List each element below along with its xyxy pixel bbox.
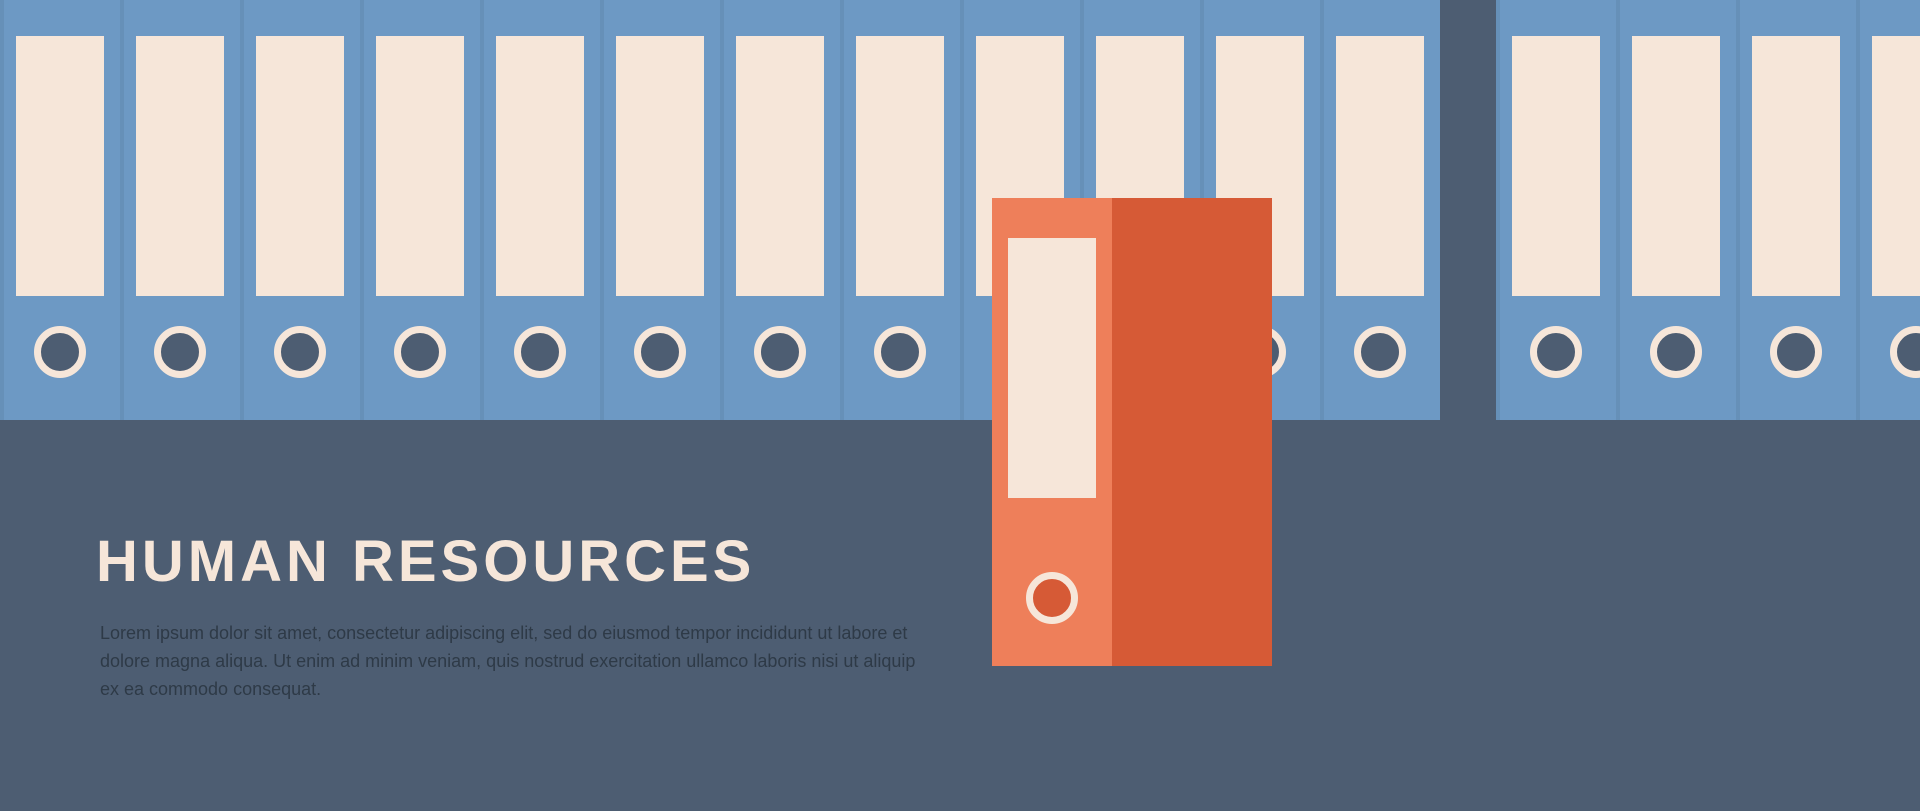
binder-shelf — [0, 0, 1920, 420]
binder-ring-icon — [154, 326, 206, 378]
binder — [480, 0, 600, 420]
binder — [240, 0, 360, 420]
binder — [1496, 0, 1616, 420]
pulled-folder-back — [1112, 198, 1272, 666]
binder-label — [136, 36, 224, 296]
page-title: HUMAN RESOURCES — [96, 528, 755, 595]
binder — [1616, 0, 1736, 420]
binder — [600, 0, 720, 420]
shelf-gap — [1440, 0, 1496, 420]
binder-ring-icon — [1354, 326, 1406, 378]
hr-infographic: HUMAN RESOURCES Lorem ipsum dolor sit am… — [0, 0, 1920, 811]
binder-label — [1632, 36, 1720, 296]
binder-ring-icon — [634, 326, 686, 378]
binder-ring-icon — [1890, 326, 1920, 378]
binder-label — [256, 36, 344, 296]
binder-label — [376, 36, 464, 296]
pulled-folder-label — [1008, 238, 1096, 498]
binder-label — [1336, 36, 1424, 296]
binder-label — [856, 36, 944, 296]
binder-ring-icon — [394, 326, 446, 378]
binder-ring-icon — [514, 326, 566, 378]
binder-ring-icon — [1650, 326, 1702, 378]
pulled-folder — [992, 198, 1272, 666]
binder-label — [496, 36, 584, 296]
binder-ring-icon — [1530, 326, 1582, 378]
binder — [1320, 0, 1440, 420]
binder-label — [616, 36, 704, 296]
binder — [360, 0, 480, 420]
binder-label — [1872, 36, 1920, 296]
binder-ring-icon — [874, 326, 926, 378]
binder-label — [736, 36, 824, 296]
background-lower — [0, 420, 1920, 811]
binder — [1856, 0, 1920, 420]
binder-ring-icon — [274, 326, 326, 378]
binder-label — [1512, 36, 1600, 296]
binder-ring-icon — [754, 326, 806, 378]
binder — [840, 0, 960, 420]
binder-ring-icon — [34, 326, 86, 378]
binder-label — [1752, 36, 1840, 296]
binder — [120, 0, 240, 420]
binder-label — [16, 36, 104, 296]
binder — [1736, 0, 1856, 420]
binder — [0, 0, 120, 420]
body-copy: Lorem ipsum dolor sit amet, consectetur … — [100, 620, 920, 704]
binder — [720, 0, 840, 420]
pulled-folder-ring-icon — [1026, 572, 1078, 624]
binder-ring-icon — [1770, 326, 1822, 378]
